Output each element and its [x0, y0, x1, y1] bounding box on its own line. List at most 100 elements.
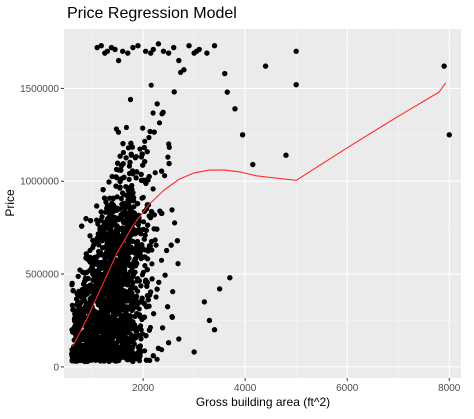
data-point [119, 313, 125, 319]
data-point [140, 226, 147, 232]
data-point [133, 154, 139, 160]
data-point [146, 303, 152, 309]
data-point [125, 246, 131, 252]
data-point [97, 225, 103, 231]
data-point [130, 171, 136, 177]
data-point [121, 341, 127, 347]
data-point [92, 343, 99, 349]
data-point [140, 254, 147, 260]
data-point [166, 160, 172, 167]
data-point [147, 128, 153, 135]
data-point [127, 262, 133, 268]
data-point [123, 250, 129, 256]
data-point [89, 296, 95, 302]
data-point [105, 314, 111, 320]
data-point [104, 237, 111, 243]
data-point [150, 110, 156, 116]
data-point [126, 215, 132, 221]
data-point [128, 151, 134, 157]
data-point [154, 226, 160, 232]
data-point [138, 336, 144, 342]
data-point [94, 203, 100, 209]
data-point [76, 338, 82, 344]
data-point [121, 320, 127, 326]
data-point [101, 195, 108, 201]
data-point [82, 353, 88, 359]
data-point [74, 354, 80, 360]
data-point [146, 134, 152, 141]
data-point [224, 89, 230, 95]
data-point [92, 337, 98, 344]
data-point [211, 43, 218, 49]
data-point [117, 288, 123, 294]
data-point [124, 224, 130, 230]
data-point [128, 286, 134, 292]
data-point [141, 314, 148, 320]
data-point [106, 179, 112, 185]
data-point [87, 247, 93, 254]
data-point [130, 293, 136, 299]
data-point [144, 149, 150, 155]
y-tick-label: 0 [53, 362, 59, 373]
data-point [100, 352, 106, 358]
data-point [147, 243, 153, 249]
data-point [134, 169, 140, 175]
data-point [113, 183, 119, 189]
data-point [89, 332, 95, 338]
data-point [119, 48, 126, 54]
data-point [105, 232, 111, 238]
data-point [120, 141, 126, 147]
data-point [76, 299, 83, 305]
data-point [164, 247, 170, 254]
data-point [102, 288, 108, 294]
data-point [90, 242, 97, 248]
data-point [165, 154, 171, 160]
data-point [116, 308, 122, 314]
data-point [172, 220, 178, 226]
data-point [145, 248, 151, 254]
data-point [222, 70, 228, 77]
data-point [95, 221, 101, 227]
data-point [131, 262, 137, 268]
data-point [201, 299, 208, 305]
data-point [69, 280, 75, 286]
data-point [101, 259, 107, 265]
data-point [130, 358, 136, 364]
data-point [82, 270, 88, 276]
data-point [101, 226, 107, 232]
data-point [135, 201, 141, 207]
data-point [132, 256, 138, 262]
data-point [96, 270, 102, 276]
data-point [120, 190, 126, 196]
data-point [113, 233, 119, 239]
data-point [157, 208, 163, 214]
data-point [88, 218, 94, 224]
data-point [107, 277, 113, 283]
data-point [98, 43, 104, 49]
data-points [94, 41, 452, 364]
data-point [95, 279, 101, 285]
data-point [103, 199, 109, 205]
data-point [79, 289, 85, 295]
data-point [122, 211, 128, 217]
data-point [196, 46, 202, 53]
data-point [90, 237, 96, 243]
data-point [154, 101, 160, 107]
data-point [227, 275, 233, 281]
data-point [142, 263, 148, 269]
data-point [85, 275, 91, 282]
x-axis-ticks: 2000 4000 6000 8000 [132, 378, 461, 394]
data-point [114, 194, 120, 200]
data-point [120, 149, 126, 156]
data-point [87, 317, 93, 323]
data-point [128, 338, 134, 344]
data-point [126, 199, 132, 205]
data-point [118, 196, 124, 202]
data-point [206, 317, 213, 324]
data-point [69, 347, 75, 353]
data-point [116, 321, 122, 327]
data-point [141, 144, 147, 151]
data-point [124, 335, 131, 342]
x-tick-label: 8000 [438, 383, 461, 394]
